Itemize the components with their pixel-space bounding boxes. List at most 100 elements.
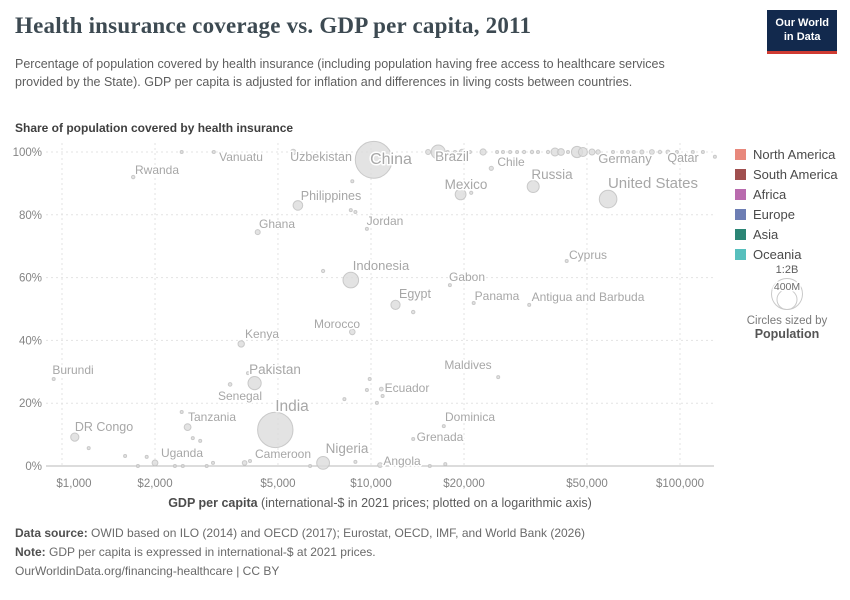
country-label-pakistan[interactable]: Pakistan [248,361,303,379]
data-point[interactable] [425,149,432,155]
country-label-indonesia[interactable]: Indonesia [351,257,411,275]
data-point[interactable] [515,150,520,154]
data-point[interactable] [443,462,448,467]
country-label-nigeria[interactable]: Nigeria [324,440,370,458]
country-label-china[interactable]: China [369,150,414,170]
data-point[interactable] [665,149,671,155]
point-gabon[interactable] [447,283,452,288]
data-point[interactable] [123,454,128,458]
point-chile[interactable] [488,165,494,171]
country-label-dominica[interactable]: Dominica [443,409,496,426]
point-uganda[interactable] [151,459,159,467]
data-point[interactable] [211,460,215,465]
data-point[interactable] [342,397,347,402]
data-point[interactable] [348,208,353,213]
data-point[interactable] [321,268,326,274]
country-label-united-states[interactable]: United States [606,174,699,194]
point-jordan[interactable] [364,226,369,231]
data-point[interactable] [522,149,527,155]
country-label-maldives[interactable]: Maldives [443,357,493,374]
country-label-burundi[interactable]: Burundi [51,362,95,379]
country-label-india[interactable]: India [274,397,311,417]
point-senegal[interactable] [227,382,233,387]
legend-item-asia[interactable]: Asia [735,227,849,242]
data-point[interactable] [588,148,596,156]
country-label-jordan[interactable]: Jordan [365,213,405,230]
point-uzbekistan[interactable] [290,148,297,156]
point-ecuador[interactable] [378,386,384,392]
legend-item-africa[interactable]: Africa [735,187,849,202]
data-point[interactable] [712,154,717,159]
country-label-vanuatu[interactable]: Vanuatu [218,149,265,166]
data-point[interactable] [700,150,705,154]
data-point[interactable] [308,464,313,468]
point-maldives[interactable] [496,375,501,380]
country-label-panama[interactable]: Panama [473,288,521,305]
point-brazil[interactable] [430,144,446,160]
point-grenada[interactable] [411,437,416,441]
point-burundi[interactable] [51,377,56,381]
data-point[interactable] [364,388,369,392]
point-rwanda[interactable] [131,174,136,180]
data-point[interactable] [557,148,565,156]
data-point[interactable] [246,371,250,376]
data-point[interactable] [469,190,474,195]
country-label-rwanda[interactable]: Rwanda [133,162,180,179]
point-ghana[interactable] [254,229,261,236]
point-dominica[interactable] [441,424,446,429]
data-point[interactable] [467,150,472,154]
point-cyprus[interactable] [564,259,569,263]
country-label-cyprus[interactable]: Cyprus [567,247,608,264]
country-label-egypt[interactable]: Egypt [398,286,433,303]
point-pakistan[interactable] [247,376,262,391]
country-label-gabon[interactable]: Gabon [447,269,486,286]
point-antigua-and-barbuda[interactable] [527,302,532,307]
point-dr-congo[interactable] [70,432,80,442]
data-point[interactable] [529,149,535,155]
data-point[interactable] [536,150,540,154]
country-label-tanzania[interactable]: Tanzania [186,409,237,426]
country-label-cameroon[interactable]: Cameroon [253,446,312,463]
data-point[interactable] [180,464,185,468]
owid-logo[interactable]: Our World in Data [767,10,837,54]
data-point[interactable] [374,400,379,405]
data-point[interactable] [657,149,663,155]
point-russia[interactable] [526,180,540,193]
data-point[interactable] [367,377,372,381]
point-philippines[interactable] [292,200,304,211]
data-point[interactable] [445,150,450,154]
data-point[interactable] [595,149,601,155]
point-cameroon[interactable] [241,460,248,466]
point-morocco[interactable] [349,328,356,336]
data-point[interactable] [674,150,679,154]
data-point[interactable] [495,150,500,154]
point-kenya[interactable] [237,340,245,348]
country-label-uzbekistan[interactable]: Uzbekistan [289,149,354,166]
country-label-uganda[interactable]: Uganda [159,445,204,462]
country-label-dr-congo[interactable]: DR Congo [73,419,134,436]
data-point[interactable] [501,150,505,154]
data-point[interactable] [411,309,416,315]
country-label-antigua-and-barbuda[interactable]: Antigua and Barbuda [530,289,646,306]
data-point[interactable] [649,149,655,155]
point-mexico[interactable] [454,188,467,201]
legend-item-south-america[interactable]: South America [735,167,849,182]
data-point[interactable] [350,179,355,184]
data-point[interactable] [611,150,615,154]
data-point[interactable] [453,150,457,154]
country-label-ecuador[interactable]: Ecuador [383,380,431,397]
country-label-philippines[interactable]: Philippines [299,188,362,205]
country-label-ghana[interactable]: Ghana [257,216,296,233]
data-point[interactable] [353,210,358,214]
point-united-states[interactable] [598,189,618,209]
data-point[interactable] [620,150,624,154]
data-point[interactable] [179,150,184,154]
country-label-qatar[interactable]: Qatar [666,150,700,167]
point-indonesia[interactable] [342,271,360,289]
point-germany[interactable] [577,147,588,157]
data-point[interactable] [427,464,432,468]
country-label-morocco[interactable]: Morocco [312,316,361,333]
point-panama[interactable] [471,301,476,305]
data-point[interactable] [172,464,177,468]
data-point[interactable] [566,150,570,154]
